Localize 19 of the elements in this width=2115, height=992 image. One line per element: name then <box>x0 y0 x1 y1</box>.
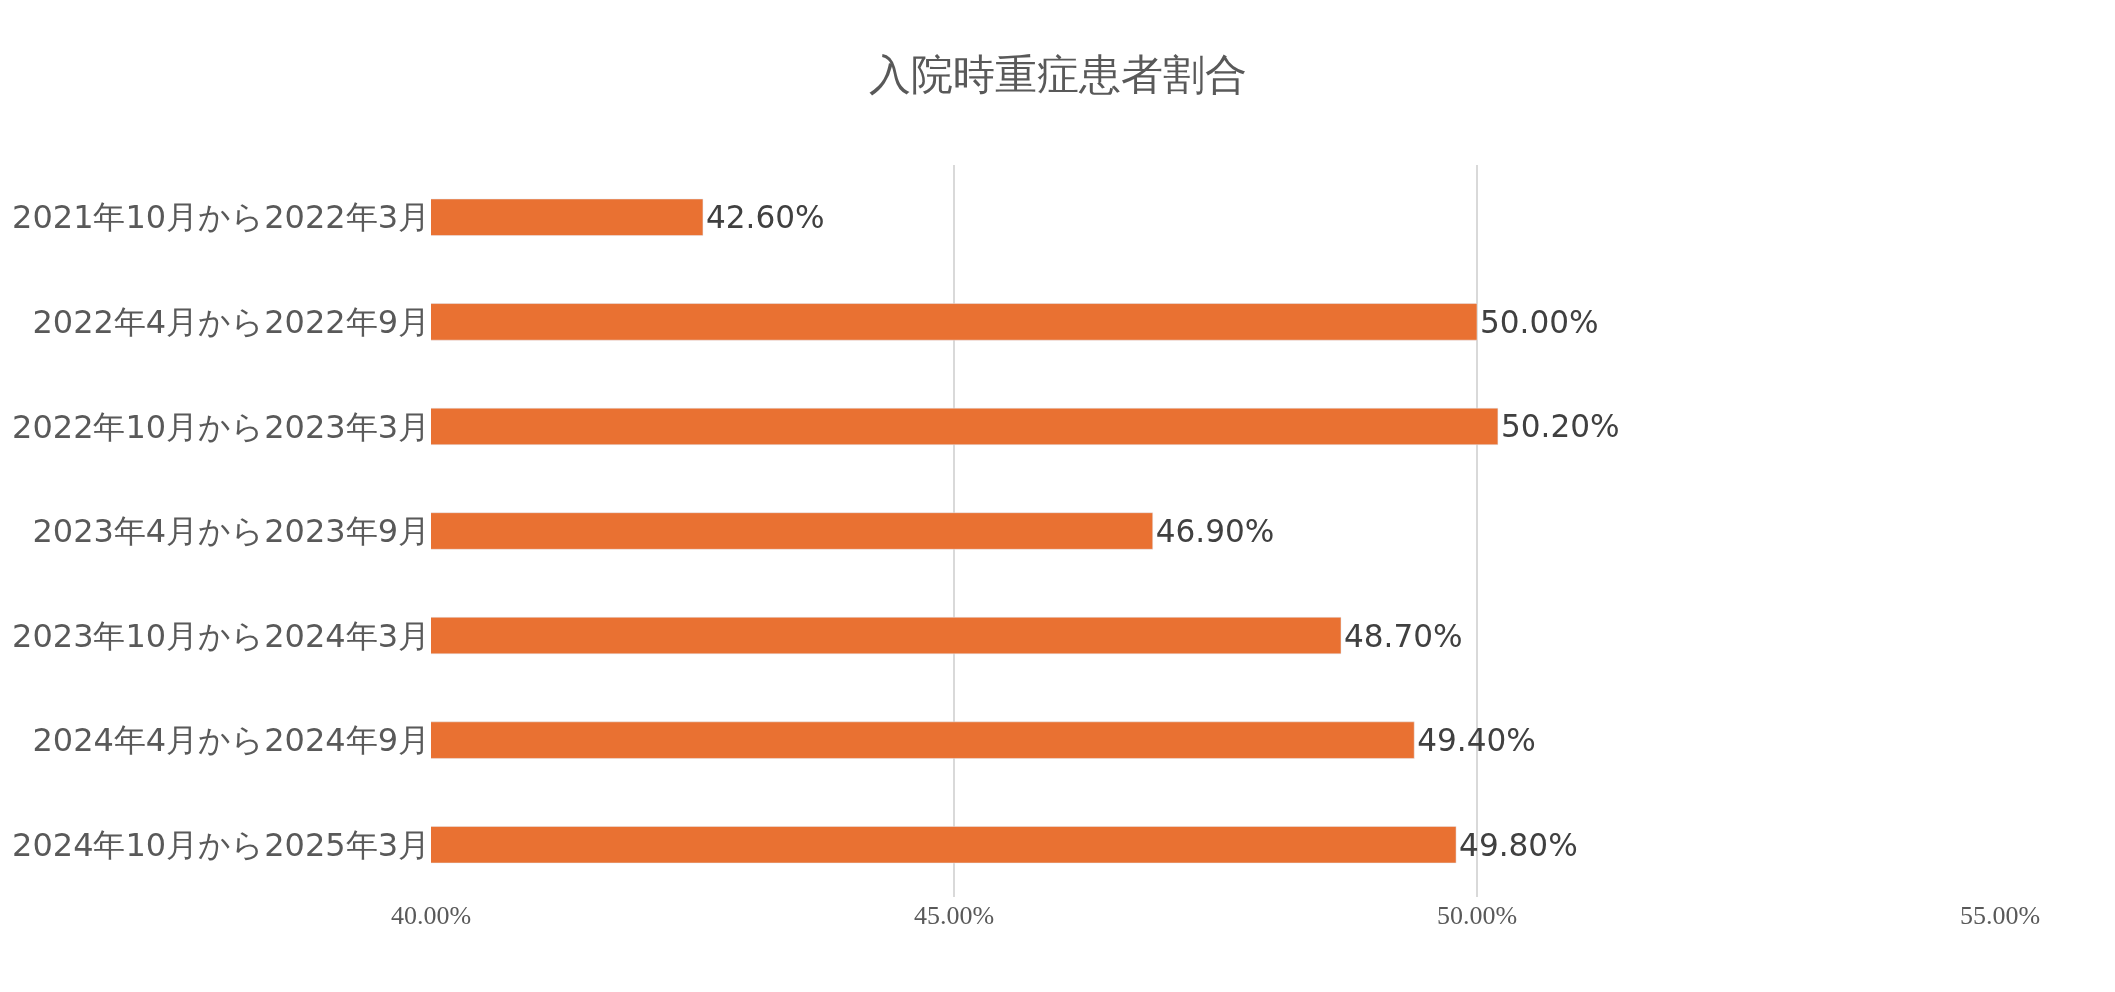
chart-title: 入院時重症患者割合 <box>868 49 1247 99</box>
x-tick-label: 40.00% <box>390 901 472 930</box>
y-tick-label: 2022年10月から2023年3月 <box>12 407 430 446</box>
data-label: 50.00% <box>1480 303 1599 340</box>
data-label: 49.80% <box>1459 826 1578 863</box>
x-tick-label: 50.00% <box>1436 901 1518 930</box>
x-tick-label: 45.00% <box>913 901 995 930</box>
x-tick-label: 55.00% <box>1959 901 2041 930</box>
y-tick-label: 2023年4月から2023年9月 <box>32 512 430 551</box>
y-tick-label: 2021年10月から2022年3月 <box>12 198 430 237</box>
data-label: 50.20% <box>1500 408 1620 445</box>
data-label: 42.60% <box>705 199 825 236</box>
data-label: 49.40% <box>1417 722 1536 759</box>
y-tick-label: 2024年4月から2024年9月 <box>32 721 430 760</box>
y-tick-label: 2022年4月から2022年9月 <box>32 303 430 342</box>
data-label: 48.70% <box>1344 617 1463 654</box>
y-tick-label: 2024年10月から2025年3月 <box>12 825 430 864</box>
data-label: 46.90% <box>1155 512 1275 549</box>
y-tick-label: 2023年10月から2024年3月 <box>12 616 430 655</box>
